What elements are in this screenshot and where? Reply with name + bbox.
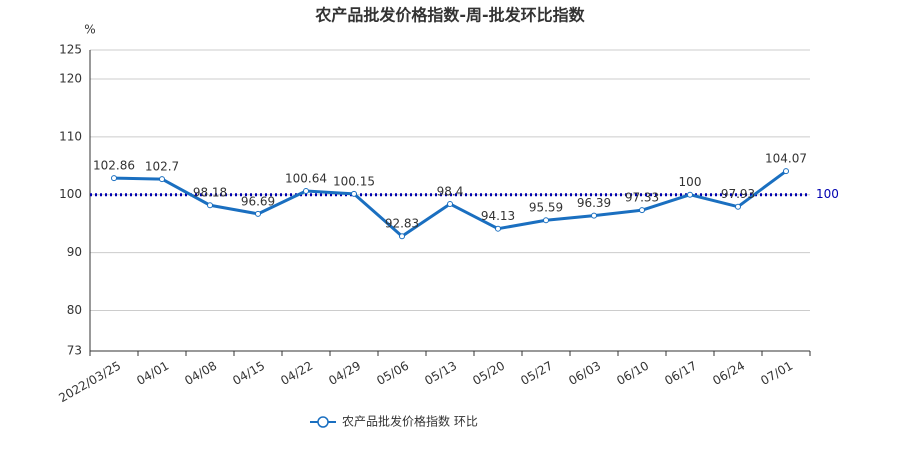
point (399, 233, 405, 240)
point (639, 207, 645, 214)
x-tick-label: 05/06 (374, 359, 411, 388)
data-label: 97.93 (721, 187, 755, 201)
y-tick-label: 100 (59, 187, 82, 201)
data-label: 92.83 (385, 217, 419, 231)
y-unit: % (84, 23, 95, 37)
data-label: 100.15 (333, 174, 375, 188)
x-tick-label: 04/29 (326, 359, 363, 388)
y-tick-label: 90 (67, 245, 82, 259)
point (591, 212, 597, 219)
y-tick-label: 125 (59, 43, 82, 57)
y-tick-label: 110 (59, 129, 82, 143)
point (543, 217, 549, 224)
legend-label: 农产品批发价格指数 环比 (342, 414, 478, 429)
x-tick-label: 04/08 (182, 359, 219, 388)
x-tick-label: 07/01 (758, 359, 795, 388)
mark-line-label: 100 (816, 187, 839, 201)
x-tick-label: 06/03 (566, 359, 603, 388)
chart-title: 农产品批发价格指数-周-批发环比指数 (314, 6, 585, 25)
y-tick-label: 80 (67, 303, 82, 317)
x-tick-label: 04/22 (278, 359, 315, 388)
x-tick-label: 2022/03/25 (56, 359, 123, 406)
point (495, 225, 501, 232)
data-label: 102.86 (93, 159, 135, 173)
y-tick-label: 73 (67, 344, 82, 358)
x-tick-label: 05/13 (422, 359, 459, 388)
x-tick-label: 04/15 (230, 359, 267, 388)
data-label: 100.64 (285, 172, 327, 186)
data-label: 94.13 (481, 209, 515, 223)
x-tick-label: 04/01 (134, 359, 171, 388)
data-label: 96.69 (241, 194, 275, 208)
point (255, 210, 261, 217)
x-tick-label: 05/20 (470, 359, 507, 388)
data-label: 95.59 (529, 201, 563, 215)
point (351, 190, 357, 197)
x-tick-label: 06/17 (662, 359, 699, 388)
y-tick-label: 120 (59, 71, 82, 85)
legend-marker (317, 416, 329, 428)
point (735, 203, 741, 210)
x-tick-label: 06/10 (614, 359, 651, 388)
point (687, 191, 693, 198)
data-label: 104.07 (765, 152, 807, 166)
point (303, 188, 309, 195)
point (783, 168, 789, 175)
data-label: 96.39 (577, 196, 611, 210)
point (159, 176, 165, 183)
x-tick-label: 05/27 (518, 359, 555, 388)
x-tick-label: 06/24 (710, 359, 747, 388)
data-label: 97.33 (625, 191, 659, 205)
data-label: 98.4 (437, 184, 464, 198)
data-label: 102.7 (145, 160, 179, 174)
data-label: 98.18 (193, 186, 227, 200)
point (207, 202, 213, 209)
point (111, 175, 117, 182)
point (447, 200, 453, 207)
data-label: 100 (679, 175, 702, 189)
